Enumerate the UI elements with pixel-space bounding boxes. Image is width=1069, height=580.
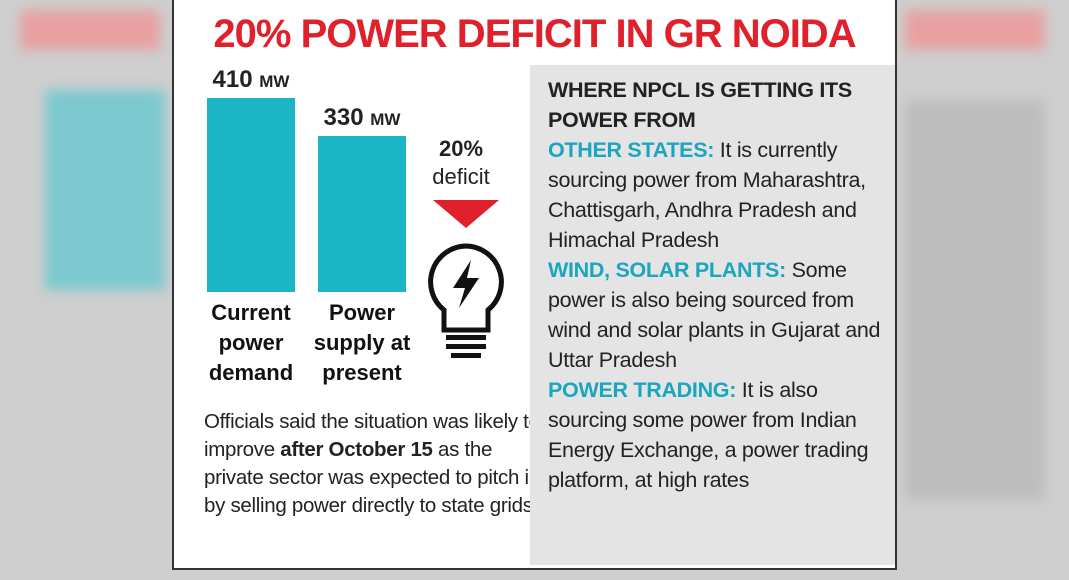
item-text: It is currently sourcing power from Maha… xyxy=(548,138,866,252)
item-label: POWER TRADING: xyxy=(548,378,737,402)
bar xyxy=(207,98,295,292)
sidebar-heading: WHERE NPCL IS GETTING ITS POWER FROM xyxy=(548,78,852,132)
sidebar: WHERE NPCL IS GETTING ITS POWER FROM OTH… xyxy=(530,65,895,565)
note-text: Officials said the situation was likely … xyxy=(204,410,540,461)
bulb-icon xyxy=(428,200,504,358)
category-label: Power supply at present xyxy=(313,300,411,385)
sidebar-item: WIND, SOLAR PLANTS: Some power is also b… xyxy=(548,255,888,375)
value-label: 410 MW xyxy=(196,66,306,94)
backdrop xyxy=(20,10,160,50)
value: 410 xyxy=(212,66,253,93)
bar xyxy=(318,135,406,292)
item-label: WIND, SOLAR PLANTS: xyxy=(548,258,786,282)
backdrop xyxy=(45,90,165,290)
category-label: Current power demand xyxy=(208,300,294,385)
annotation: 20% xyxy=(438,136,484,161)
note-text: as the private sector was expected to pi… xyxy=(204,438,540,517)
sidebar-item: POWER TRADING: It is also sourcing some … xyxy=(548,375,888,495)
value: 330 xyxy=(323,103,364,131)
item-label: OTHER STATES: xyxy=(548,138,715,162)
note-bold: after October 15 xyxy=(280,438,433,461)
value-label: 330 MW xyxy=(307,104,417,132)
note: Officials said the situation was likely … xyxy=(204,408,549,520)
chart-title: 20% POWER DEFICIT IN GR NOIDA xyxy=(213,12,856,56)
sidebar-item: OTHER STATES: It is currently sourcing p… xyxy=(548,135,888,255)
backdrop xyxy=(905,10,1045,50)
unit: MW xyxy=(370,109,401,129)
annotation: deficit xyxy=(432,164,490,189)
infographic: 20% POWER DEFICIT IN GR NOIDA 410 MW Curr… xyxy=(172,0,897,570)
item-text: Some power is also being sourced from wi… xyxy=(548,258,881,372)
backdrop xyxy=(905,100,1045,500)
unit: MW xyxy=(259,72,290,91)
item-text: It is also sourcing some power from Indi… xyxy=(548,378,869,492)
